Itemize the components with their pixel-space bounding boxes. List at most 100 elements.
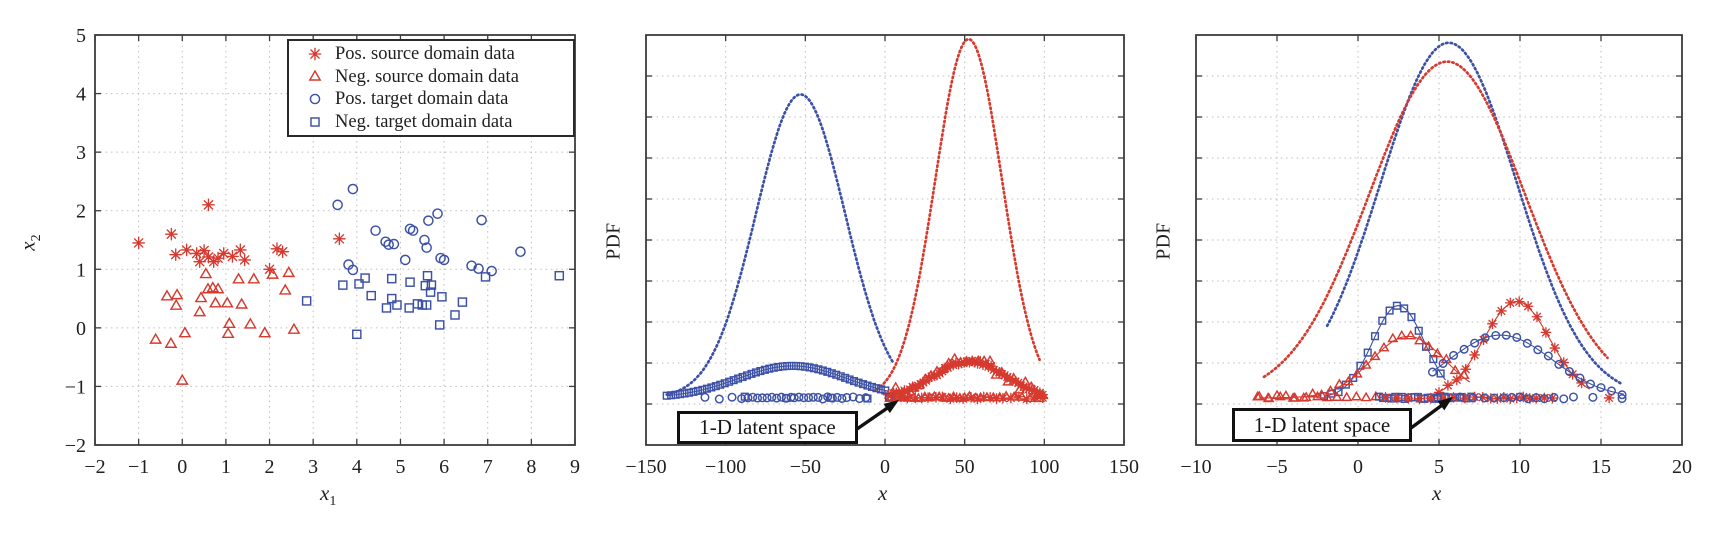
square-marker — [1363, 348, 1372, 357]
asterisk-marker — [983, 361, 994, 373]
triangle-marker — [220, 296, 234, 308]
triangle-marker — [1360, 359, 1372, 369]
panel-2: −150 −100 −50 0 50 100 150 — [625, 34, 1139, 478]
square-marker — [1385, 306, 1394, 315]
asterisk-marker — [1451, 374, 1463, 386]
circle-marker — [727, 392, 737, 402]
asterisk-marker — [1433, 387, 1445, 398]
square-marker — [671, 390, 680, 399]
pos-source-latent-density-markers — [1433, 296, 1587, 398]
asterisk-marker — [1513, 296, 1525, 308]
circle-marker — [1596, 383, 1606, 393]
x-tick-label: 0 — [177, 456, 187, 478]
square-marker — [809, 364, 818, 373]
triangle-marker — [1025, 380, 1037, 391]
x-tick-label: 10 — [1510, 456, 1530, 478]
square-marker — [1414, 326, 1423, 335]
triangle-marker — [282, 265, 296, 278]
circle-marker — [309, 93, 321, 105]
square-marker — [707, 383, 716, 392]
square-marker — [778, 362, 787, 371]
circle-marker — [1428, 367, 1438, 377]
square-marker — [738, 372, 747, 382]
annotation-latent-space-panel2: 1-D latent space — [677, 411, 858, 444]
asterisk-marker — [901, 392, 913, 404]
pos-target-latent-samples-rug — [1432, 392, 1627, 404]
circle-marker — [1564, 367, 1574, 377]
square-marker — [774, 362, 783, 372]
square-marker — [751, 368, 760, 377]
square-marker — [814, 365, 823, 374]
triangle-marker — [913, 379, 925, 390]
x-tick-label: 1 — [221, 456, 231, 478]
triangle-marker — [1449, 364, 1461, 375]
circle-marker — [762, 393, 772, 403]
square-marker — [420, 280, 431, 291]
asterisk-marker — [899, 385, 910, 396]
circle-marker — [1470, 338, 1480, 348]
triangle-marker — [232, 272, 245, 284]
square-marker — [404, 303, 414, 313]
square-marker — [366, 290, 376, 301]
x-tick-label: 5 — [1434, 456, 1444, 478]
x-tick-label: 150 — [1109, 456, 1139, 478]
asterisk-marker — [965, 392, 977, 403]
circle-marker — [432, 208, 443, 219]
x-tick-label: 6 — [439, 456, 449, 478]
asterisk-marker — [1549, 342, 1561, 354]
square-marker — [702, 384, 711, 393]
square-marker — [818, 366, 827, 375]
asterisk-marker — [202, 198, 215, 212]
x-tick-label: −5 — [1266, 456, 1287, 478]
circle-marker — [1617, 390, 1627, 400]
square-marker — [352, 329, 362, 340]
x-tick-label: 7 — [483, 456, 493, 478]
asterisk-marker — [226, 250, 239, 263]
square-marker — [711, 382, 720, 391]
circle-marker — [1549, 392, 1559, 402]
asterisk-marker — [984, 391, 996, 403]
series-square — [301, 270, 565, 340]
circle-marker — [1512, 332, 1522, 342]
triangle-marker — [1331, 391, 1343, 401]
triangle-marker — [199, 267, 213, 279]
circle-marker — [757, 393, 767, 403]
square-marker — [782, 393, 791, 403]
circle-marker — [1480, 333, 1490, 343]
asterisk-marker — [930, 391, 942, 403]
triangle-marker — [954, 356, 967, 367]
square-marker — [863, 381, 872, 390]
triangle-marker — [1341, 391, 1353, 402]
legend-label: Neg. target domain data — [335, 111, 513, 132]
circle-marker — [399, 254, 411, 266]
asterisk-marker — [1540, 327, 1552, 338]
circle-marker — [794, 392, 804, 402]
asterisk-marker — [1469, 391, 1481, 403]
circle-marker — [1617, 394, 1627, 404]
y-tick-label: 4 — [76, 84, 86, 106]
square-marker — [422, 270, 433, 281]
asterisk-marker — [890, 387, 902, 399]
asterisk-marker — [211, 251, 225, 265]
axes: −150 −100 −50 0 50 100 150 — [625, 34, 1139, 478]
x-tick-label: −150 — [625, 456, 666, 478]
square-marker — [760, 365, 769, 374]
triangle-marker — [1350, 390, 1362, 401]
triangle-marker — [1274, 390, 1286, 401]
circle-marker — [808, 392, 818, 402]
triangle-marker — [1360, 391, 1372, 402]
triangle-marker — [1351, 368, 1363, 378]
asterisk-marker — [1531, 311, 1543, 323]
square-marker — [360, 273, 370, 283]
triangle-marker — [1378, 341, 1390, 352]
circle-marker — [1479, 393, 1489, 403]
asterisk-marker — [1402, 392, 1414, 404]
y-axis-label-panel2: PDF — [603, 222, 625, 260]
circle-marker — [383, 239, 394, 250]
asterisk-marker — [1469, 349, 1481, 361]
triangle-marker — [1321, 391, 1333, 402]
asterisk-marker — [1546, 392, 1558, 404]
square-marker — [354, 279, 364, 289]
circle-marker — [1449, 350, 1459, 360]
asterisk-marker — [308, 47, 322, 61]
